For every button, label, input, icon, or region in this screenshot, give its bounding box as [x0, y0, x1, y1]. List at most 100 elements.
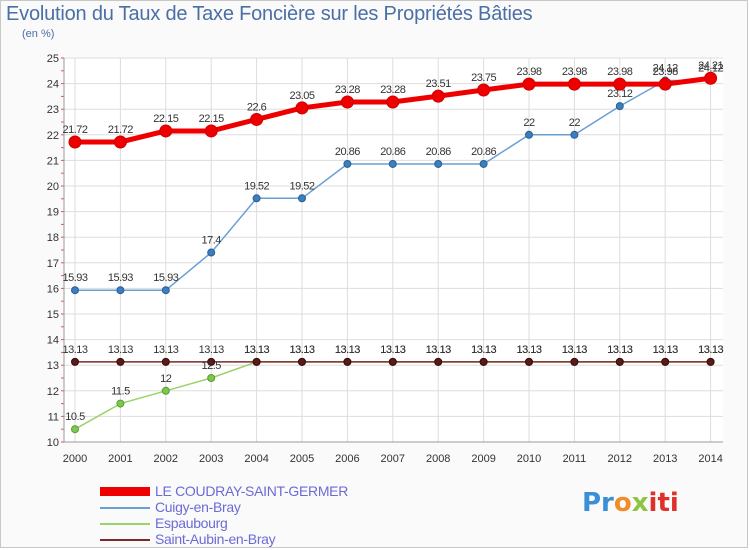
series-4-point — [434, 357, 443, 366]
series-2-data-label: 22 — [569, 117, 581, 129]
series-2-point — [388, 159, 397, 168]
series-2-point — [207, 248, 216, 257]
series-1-point — [295, 101, 309, 115]
y-tick-label: 22 — [47, 130, 59, 142]
series-1-point — [704, 71, 718, 85]
series-4-data-label: 13.13 — [108, 344, 133, 356]
series-2-point — [525, 130, 533, 139]
series-3-data-label: 13.13 — [562, 344, 587, 356]
y-tick-label: 12 — [47, 386, 59, 398]
series-4-data-label: 13.13 — [153, 344, 178, 356]
series-2-point — [615, 102, 624, 111]
series-4-data-label: 13.13 — [698, 344, 723, 356]
series-3-point — [71, 425, 79, 434]
series-4-point — [116, 357, 125, 366]
series-1-point — [250, 112, 264, 126]
series-2-data-label: 17.4 — [201, 235, 221, 247]
series-1-point — [340, 95, 354, 109]
y-tick-label: 25 — [47, 53, 59, 65]
series-1-point — [204, 124, 218, 138]
series-4-point — [207, 357, 216, 366]
series-4-point — [252, 357, 261, 366]
series-1-data-label: 24.21 — [698, 60, 723, 72]
x-tick-label: 2011 — [563, 453, 587, 465]
series-4-point — [298, 357, 306, 366]
x-tick-label: 2006 — [335, 453, 359, 465]
series-2-point — [479, 159, 488, 168]
x-tick-label: 2014 — [698, 453, 722, 465]
series-4-data-label: 13.13 — [62, 344, 87, 356]
line-chart: 10 11 12 13 14 15 16 17 18 19 20 21 22 23 24 25 2000 2001… — [47, 53, 724, 465]
series-1-point — [386, 95, 400, 109]
x-tick-label: 2007 — [381, 453, 405, 465]
x-tick-label: 2001 — [108, 453, 132, 465]
series-2-data-label: 15.93 — [62, 272, 87, 284]
proxiti-logo: Proxiti — [582, 488, 679, 518]
series-1-point — [567, 77, 581, 91]
series-4-point — [615, 357, 624, 366]
series-1-data-label: 23.28 — [380, 84, 405, 96]
legend-label-series-2: Cuigy-en-Bray — [155, 499, 241, 515]
series-3-point — [116, 399, 125, 408]
y-tick-label: 13 — [47, 360, 59, 372]
series-3-data-label: 12 — [160, 373, 172, 385]
series-3-data-label: 13.13 — [244, 344, 269, 356]
series-4-data-label: 13.13 — [607, 344, 632, 356]
series-4-point — [570, 357, 579, 366]
series-4-data-label: 13.13 — [199, 344, 224, 356]
series-2-data-label: 23.12 — [607, 88, 632, 100]
legend-swatch-series-3 — [100, 523, 150, 525]
y-tick-label: 11 — [48, 411, 59, 423]
x-tick-label: 2003 — [199, 453, 223, 465]
series-1-data-label: 23.98 — [607, 66, 632, 78]
series-1-data-label: 23.98 — [562, 66, 587, 78]
series-4-data-label: 13.13 — [335, 344, 360, 356]
series-2-data-label: 20.86 — [471, 146, 496, 158]
x-tick-label: 2008 — [426, 453, 450, 465]
series-1-point — [658, 77, 672, 91]
series-4-data-label: 13.13 — [562, 344, 587, 356]
series-4-data-label: 13.13 — [244, 344, 269, 356]
x-tick-label: 2012 — [608, 453, 632, 465]
series-2-point — [161, 286, 170, 295]
series-1-point — [477, 83, 491, 97]
series-2-point — [570, 130, 579, 139]
series-4-data-label: 13.13 — [426, 344, 451, 356]
series-1-point — [522, 77, 536, 91]
series-1-data-label: 22.15 — [153, 113, 178, 125]
x-tick-label: 2005 — [290, 453, 314, 465]
y-tick-label: 10 — [47, 437, 59, 449]
series-4-data-label: 13.13 — [516, 344, 541, 356]
x-tick-label: 2009 — [471, 453, 495, 465]
series-4-data-label: 13.13 — [653, 344, 678, 356]
y-tick-label: 23 — [47, 104, 59, 116]
x-tick-label: 2004 — [244, 453, 268, 465]
series-2-point — [343, 159, 352, 168]
series-2-point — [434, 159, 443, 168]
legend-swatch-series-2 — [100, 507, 150, 509]
x-tick-label: 2000 — [63, 453, 87, 465]
series-3-data-label: 13.13 — [516, 344, 541, 356]
series-4-data-label: 13.13 — [289, 344, 314, 356]
series-2-data-label: 22 — [523, 117, 535, 129]
y-tick-label: 24 — [47, 79, 59, 91]
series-4-point — [479, 357, 488, 366]
series-4-point — [388, 357, 397, 366]
series-4-point — [343, 357, 352, 366]
series-1-data-label: 21.72 — [108, 124, 133, 136]
y-tick-label: 17 — [47, 258, 59, 270]
series-1-data-label: 23.28 — [335, 84, 360, 96]
series-1-data-label: 23.98 — [653, 66, 678, 78]
series-1-point — [68, 135, 82, 149]
series-3-data-label: 13.13 — [289, 344, 314, 356]
y-tick-label: 15 — [47, 309, 59, 321]
plot-area — [64, 58, 723, 442]
series-1-data-label: 23.05 — [289, 90, 314, 102]
chart-title: Evolution du Taux de Taxe Foncière sur l… — [6, 3, 533, 25]
series-1-point — [613, 77, 627, 91]
series-1-data-label: 21.72 — [62, 124, 87, 136]
series-1-point — [159, 124, 173, 138]
series-4-data-label: 13.13 — [471, 344, 496, 356]
series-3-data-label: 13.13 — [380, 344, 405, 356]
series-3-data-label: 13.13 — [335, 344, 360, 356]
